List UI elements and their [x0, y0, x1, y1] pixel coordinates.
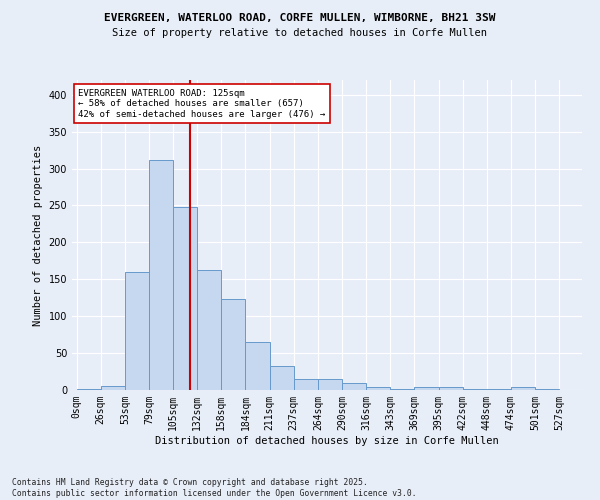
Bar: [439, 387, 463, 390]
Bar: [125, 272, 149, 390]
Bar: [173, 207, 197, 390]
Bar: [269, 366, 294, 390]
Bar: [415, 387, 439, 390]
Bar: [197, 270, 221, 390]
Text: EVERGREEN, WATERLOO ROAD, CORFE MULLEN, WIMBORNE, BH21 3SW: EVERGREEN, WATERLOO ROAD, CORFE MULLEN, …: [104, 12, 496, 22]
Text: Contains HM Land Registry data © Crown copyright and database right 2025.
Contai: Contains HM Land Registry data © Crown c…: [12, 478, 416, 498]
Bar: [342, 384, 366, 390]
Bar: [366, 387, 390, 390]
Bar: [101, 386, 125, 390]
Bar: [221, 299, 245, 390]
Bar: [77, 388, 101, 390]
Y-axis label: Number of detached properties: Number of detached properties: [33, 144, 43, 326]
Bar: [511, 387, 535, 390]
Bar: [318, 379, 342, 390]
Text: EVERGREEN WATERLOO ROAD: 125sqm
← 58% of detached houses are smaller (657)
42% o: EVERGREEN WATERLOO ROAD: 125sqm ← 58% of…: [79, 89, 326, 118]
Bar: [149, 160, 173, 390]
Bar: [294, 379, 318, 390]
Text: Size of property relative to detached houses in Corfe Mullen: Size of property relative to detached ho…: [113, 28, 487, 38]
X-axis label: Distribution of detached houses by size in Corfe Mullen: Distribution of detached houses by size …: [155, 436, 499, 446]
Bar: [245, 342, 269, 390]
